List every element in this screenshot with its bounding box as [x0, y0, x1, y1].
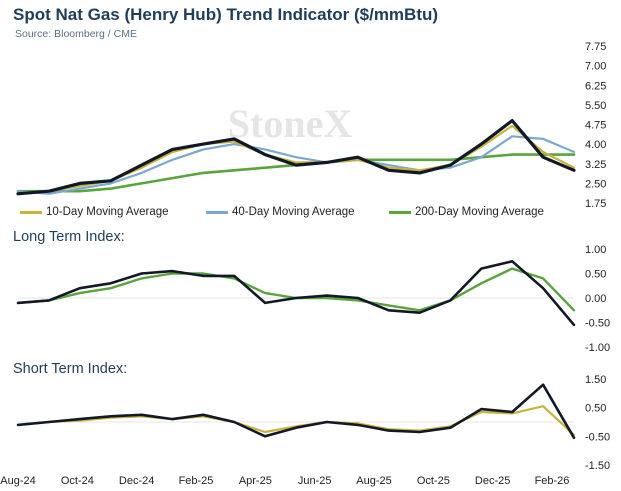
y-tick-label-long-term: 0.00 [585, 293, 606, 305]
legend-label-10-day: 10-Day Moving Average [46, 206, 169, 218]
watermark: StoneX [228, 101, 353, 146]
y-tick-label-price: 3.25 [585, 159, 606, 171]
page-title: Spot Nat Gas (Henry Hub) Trend Indicator… [13, 5, 439, 24]
legend-swatch-40-day [206, 210, 228, 214]
y-tick-label-short-term: 0.50 [585, 403, 606, 415]
y-tick-label-short-term: -1.50 [585, 460, 610, 472]
x-tick-label: Dec-24 [119, 475, 154, 487]
axis-ticks: 7.75 7.00 6.25 5.50 4.75 4.00 3.25 2.50 1.75 1.00… [0, 41, 610, 487]
source-note: Source: Bloomberg / CME [15, 28, 137, 40]
x-tick-label: Dec-25 [475, 475, 510, 487]
legend-swatch-200-day [389, 210, 411, 214]
y-tick-label-long-term: -0.50 [585, 318, 610, 330]
x-tick-label: Jun-25 [298, 475, 332, 487]
chart-series [16, 118, 576, 440]
spot-line-price [16, 118, 576, 196]
y-tick-label-price: 4.75 [585, 120, 606, 132]
series-0-line-short-term [16, 383, 576, 440]
y-tick-label-price: 4.00 [585, 139, 606, 151]
long-term-index-label: Long Term Index: [13, 229, 125, 245]
40-day-moving-average-line-price [16, 135, 576, 195]
series-1-line-long-term [16, 267, 576, 312]
x-tick-label: Aug-24 [0, 475, 35, 487]
panel-baselines [18, 297, 574, 423]
x-tick-label: Oct-24 [61, 475, 94, 487]
legend-swatch-10-day [20, 210, 42, 214]
legend-label-40-day: 40-Day Moving Average [232, 206, 355, 218]
series-1-line-short-term [16, 405, 576, 436]
y-tick-label-price: 2.50 [585, 178, 606, 190]
x-tick-label: Feb-26 [535, 475, 570, 487]
y-tick-label-price: 7.00 [585, 61, 606, 73]
legend-item-40-day: 40-Day Moving Average [206, 206, 355, 218]
series-0-line-long-term [16, 259, 576, 327]
legend-item-200-day: 200-Day Moving Average [389, 206, 544, 218]
short-term-index-label: Short Term Index: [13, 361, 128, 377]
y-tick-label-long-term: 0.50 [585, 269, 606, 281]
y-tick-label-long-term: -1.00 [585, 342, 610, 354]
stonex-watermark-text: StoneX [228, 101, 353, 146]
x-tick-label: Aug-25 [356, 475, 391, 487]
x-tick-label: Apr-25 [239, 475, 272, 487]
x-tick-label: Oct-25 [417, 475, 450, 487]
legend-item-10-day: 10-Day Moving Average [20, 206, 169, 218]
y-tick-label-price: 6.25 [585, 80, 606, 92]
y-tick-label-price: 1.75 [585, 198, 606, 210]
x-tick-label: Feb-25 [179, 475, 214, 487]
legend-label-200-day: 200-Day Moving Average [415, 206, 544, 218]
y-tick-label-long-term: 1.00 [585, 244, 606, 256]
y-tick-label-short-term: 1.50 [585, 374, 606, 386]
y-tick-label-price: 7.75 [585, 41, 606, 53]
y-tick-label-price: 5.50 [585, 100, 606, 112]
y-tick-label-short-term: -0.50 [585, 431, 610, 443]
